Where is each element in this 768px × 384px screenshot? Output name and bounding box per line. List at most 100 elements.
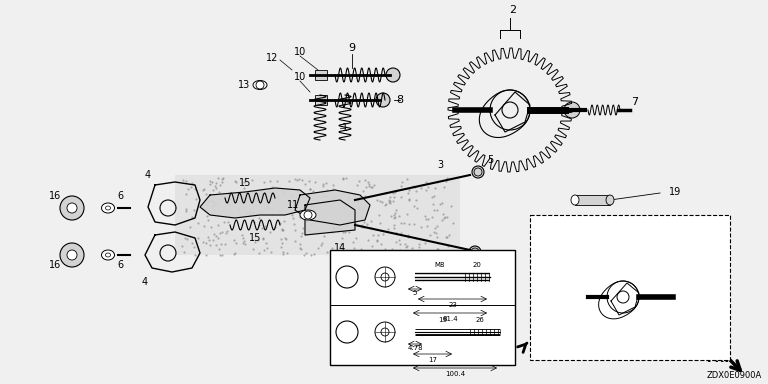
Circle shape [67, 203, 77, 213]
Point [210, 185, 222, 191]
Point [209, 183, 221, 189]
Point [359, 177, 371, 184]
Point [213, 189, 225, 195]
Point [429, 229, 441, 235]
Point [365, 184, 377, 190]
Point [240, 209, 253, 215]
Point [372, 232, 384, 238]
Point [389, 189, 401, 195]
Point [432, 246, 444, 252]
Text: 19: 19 [439, 317, 448, 323]
Point [353, 206, 366, 212]
Point [422, 184, 435, 190]
Point [198, 223, 210, 229]
Point [201, 200, 214, 206]
Point [395, 194, 407, 200]
Point [200, 191, 212, 197]
Point [386, 245, 399, 252]
Point [425, 194, 438, 200]
Point [329, 248, 342, 254]
Point [187, 207, 200, 214]
Point [349, 235, 362, 242]
Ellipse shape [300, 210, 316, 220]
Point [333, 197, 346, 203]
Point [248, 219, 260, 225]
Point [191, 235, 204, 241]
Point [242, 193, 254, 199]
Point [389, 214, 402, 220]
Point [303, 178, 316, 184]
Bar [315, 95, 327, 105]
Text: 17: 17 [429, 357, 438, 363]
Point [337, 205, 349, 212]
Point [351, 182, 363, 188]
Point [374, 220, 386, 226]
Point [251, 199, 263, 205]
Bar [175, 175, 460, 255]
Point [228, 250, 240, 257]
Point [212, 235, 224, 242]
Point [300, 231, 313, 237]
Point [220, 199, 232, 205]
Point [392, 213, 405, 219]
Point [199, 207, 211, 213]
Point [294, 187, 306, 194]
Point [343, 195, 356, 201]
Text: 15: 15 [239, 178, 251, 188]
Point [238, 185, 250, 191]
Point [317, 181, 329, 187]
Point [243, 208, 256, 214]
Ellipse shape [101, 203, 114, 213]
Point [177, 177, 190, 184]
Point [372, 212, 385, 218]
Point [214, 252, 226, 258]
Point [349, 219, 361, 225]
Text: 16: 16 [49, 191, 61, 201]
Point [376, 199, 389, 205]
Point [280, 250, 293, 257]
Point [186, 214, 198, 220]
Point [356, 223, 368, 230]
Point [190, 196, 202, 202]
Point [203, 198, 215, 204]
Point [229, 178, 241, 184]
Point [440, 234, 452, 240]
Point [219, 240, 231, 247]
Text: 6: 6 [117, 260, 123, 270]
Point [361, 221, 373, 227]
Point [415, 224, 427, 230]
Point [276, 227, 289, 233]
Point [289, 238, 301, 244]
Point [280, 236, 292, 242]
Point [348, 218, 360, 224]
Point [214, 196, 227, 202]
Text: 8: 8 [396, 95, 403, 105]
Point [318, 233, 330, 239]
Point [356, 188, 369, 194]
Point [200, 201, 212, 207]
Point [394, 247, 406, 253]
Point [185, 184, 197, 190]
Point [356, 207, 369, 213]
Point [402, 190, 414, 196]
Point [213, 246, 225, 252]
Point [261, 205, 273, 212]
Point [303, 186, 316, 192]
Polygon shape [295, 190, 370, 225]
Point [233, 206, 245, 212]
Point [214, 241, 227, 247]
Point [280, 235, 292, 241]
Text: 11: 11 [287, 200, 299, 210]
Point [379, 247, 391, 253]
Ellipse shape [606, 195, 614, 205]
Point [366, 225, 378, 231]
Point [184, 224, 197, 230]
Point [408, 221, 420, 227]
Point [435, 199, 448, 205]
Point [424, 232, 436, 238]
Point [353, 204, 365, 210]
Point [229, 250, 241, 256]
Point [321, 249, 333, 255]
Point [214, 230, 226, 237]
Bar [330, 250, 515, 365]
